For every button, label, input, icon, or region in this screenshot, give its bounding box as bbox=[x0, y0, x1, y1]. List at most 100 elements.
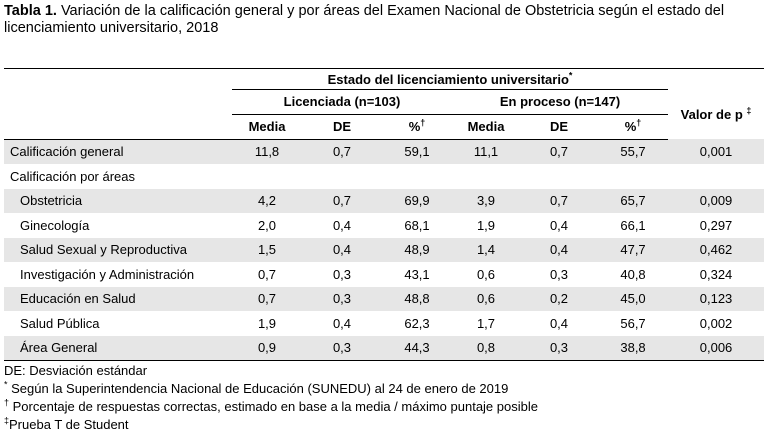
cell-media-1: 1,9 bbox=[257, 315, 277, 331]
cell-valor-p: 0,123 bbox=[668, 286, 765, 311]
cell-pct-1: 62,3 bbox=[404, 315, 430, 331]
section-label: Calificación por áreas bbox=[10, 168, 136, 184]
group-title: Estado del licenciamiento universitario bbox=[327, 71, 569, 87]
cell-pct-2: 40,8 bbox=[620, 266, 646, 282]
cell-media-2: 3,9 bbox=[452, 188, 520, 213]
col-licenciada: Licenciada (n=103) bbox=[232, 89, 452, 115]
table-row: Obstetricia 4,2 0,7 69,9 3,9 0,7 65,7 0,… bbox=[4, 188, 765, 213]
cell-media-2: 11,1 bbox=[452, 139, 520, 164]
cell-de-2: 0,4 bbox=[520, 237, 598, 262]
cell-pct-1: 48,9 bbox=[382, 237, 452, 262]
cell-pct-2: 65,7 bbox=[598, 188, 669, 213]
cell-media-1: 0,7 bbox=[257, 266, 277, 282]
table-row: Salud Pública 1,9 0,4 62,3 1,7 0,4 56,7 … bbox=[4, 311, 764, 336]
cell-pct-1: 48,8 bbox=[382, 286, 452, 311]
row-label: Ginecología bbox=[20, 217, 90, 233]
table-notes: DE: Desviación estándar * Según la Super… bbox=[4, 362, 764, 434]
cell-de-1: 0,4 bbox=[332, 315, 352, 331]
note-porcentaje: † Porcentaje de respuestas correctas, es… bbox=[4, 397, 538, 414]
col-pct-2: %† bbox=[598, 114, 669, 140]
cell-media-2: 1,9 bbox=[476, 217, 496, 233]
cell-pct-2: 55,7 bbox=[598, 139, 669, 164]
cell-de-1: 0,7 bbox=[302, 188, 382, 213]
col-de-2: DE bbox=[520, 114, 598, 140]
table-row: Salud Sexual y Reproductiva 1,5 0,4 48,9… bbox=[4, 237, 765, 262]
cell-media-1: 4,2 bbox=[232, 188, 302, 213]
col-media-2: Media bbox=[452, 114, 520, 140]
col-pct-1: %† bbox=[382, 114, 452, 140]
cell-valor-p: 0,297 bbox=[699, 217, 733, 233]
caption-label: Tabla 1. bbox=[4, 3, 57, 19]
cell-media-2: 0,6 bbox=[476, 266, 496, 282]
cell-de-2: 0,4 bbox=[549, 315, 569, 331]
header-empty-right bbox=[668, 68, 765, 90]
cell-valor-p: 0,324 bbox=[699, 266, 733, 282]
col-proceso: En proceso (n=147) bbox=[452, 89, 669, 115]
cell-pct-2: 47,7 bbox=[598, 237, 669, 262]
cell-de-1: 0,7 bbox=[302, 139, 382, 164]
cell-valor-p: 0,462 bbox=[668, 237, 765, 262]
cell-pct-2: 56,7 bbox=[620, 315, 646, 331]
row-label: Salud Sexual y Reproductiva bbox=[4, 237, 232, 262]
row-label: Área General bbox=[4, 335, 232, 361]
cell-media-1: 2,0 bbox=[257, 217, 277, 233]
cell-pct-1: 44,3 bbox=[382, 335, 452, 361]
table-row: Ginecología 2,0 0,4 68,1 1,9 0,4 66,1 0,… bbox=[4, 213, 764, 238]
table-row: Educación en Salud 0,7 0,3 48,8 0,6 0,2 … bbox=[4, 286, 765, 311]
row-label: Investigación y Administración bbox=[20, 266, 195, 282]
table-row: Calificación general 11,8 0,7 59,1 11,1 … bbox=[4, 139, 765, 164]
cell-valor-p: 0,002 bbox=[699, 315, 733, 331]
cell-media-2: 1,7 bbox=[476, 315, 496, 331]
col-media-1: Media bbox=[232, 114, 302, 140]
cell-de-2: 0,2 bbox=[520, 286, 598, 311]
col-valor-p: Valor de p ‡ bbox=[668, 90, 764, 140]
cell-de-1: 0,3 bbox=[332, 266, 352, 282]
cell-valor-p: 0,001 bbox=[668, 139, 765, 164]
cell-pct-1: 69,9 bbox=[382, 188, 452, 213]
row-label: Calificación general bbox=[4, 139, 232, 164]
cell-de-1: 0,4 bbox=[332, 217, 352, 233]
valor-p-label: Valor de p bbox=[680, 106, 743, 122]
note-prueba-t: ‡Prueba T de Student bbox=[4, 415, 129, 432]
cell-media-2: 1,4 bbox=[452, 237, 520, 262]
cell-de-2: 0,7 bbox=[520, 139, 598, 164]
table-row: Investigación y Administración 0,7 0,3 4… bbox=[4, 262, 764, 287]
cell-de-2: 0,3 bbox=[520, 335, 598, 361]
cell-de-1: 0,3 bbox=[302, 286, 382, 311]
group-title-mark: * bbox=[568, 70, 573, 81]
cell-media-1: 11,8 bbox=[232, 139, 302, 164]
cell-pct-1: 59,1 bbox=[382, 139, 452, 164]
cell-media-1: 1,5 bbox=[232, 237, 302, 262]
cell-de-1: 0,3 bbox=[302, 335, 382, 361]
valor-p-mark: ‡ bbox=[746, 105, 752, 116]
header-empty bbox=[4, 68, 232, 90]
cell-de-1: 0,4 bbox=[302, 237, 382, 262]
cell-de-2: 0,4 bbox=[549, 217, 569, 233]
note-sunedu: * Según la Superintendencia Nacional de … bbox=[4, 379, 509, 396]
cell-media-1: 0,9 bbox=[232, 335, 302, 361]
cell-valor-p: 0,006 bbox=[668, 335, 765, 361]
cell-media-2: 0,6 bbox=[452, 286, 520, 311]
caption-text: Variación de la calificación general y p… bbox=[4, 3, 725, 36]
cell-de-2: 0,7 bbox=[520, 188, 598, 213]
row-label: Obstetricia bbox=[4, 188, 232, 213]
cell-media-2: 0,8 bbox=[452, 335, 520, 361]
row-label: Salud Pública bbox=[20, 315, 100, 331]
cell-de-2: 0,3 bbox=[549, 266, 569, 282]
cell-valor-p: 0,009 bbox=[668, 188, 765, 213]
results-table-container: Estado del licenciamiento universitario*… bbox=[4, 68, 765, 361]
results-table: Estado del licenciamiento universitario*… bbox=[4, 68, 765, 361]
cell-pct-2: 66,1 bbox=[620, 217, 646, 233]
cell-pct-1: 68,1 bbox=[404, 217, 430, 233]
group-header: Estado del licenciamiento universitario* bbox=[232, 68, 669, 90]
cell-pct-2: 45,0 bbox=[598, 286, 669, 311]
table-caption: Tabla 1. Variación de la calificación ge… bbox=[4, 3, 764, 37]
col-de-1: DE bbox=[302, 114, 382, 140]
cell-media-1: 0,7 bbox=[232, 286, 302, 311]
cell-pct-2: 38,8 bbox=[598, 335, 669, 361]
note-de: DE: Desviación estándar bbox=[4, 363, 148, 378]
cell-pct-1: 43,1 bbox=[404, 266, 430, 282]
row-label: Educación en Salud bbox=[4, 286, 232, 311]
table-row: Área General 0,9 0,3 44,3 0,8 0,3 38,8 0… bbox=[4, 335, 765, 361]
table-row: Calificación por áreas bbox=[4, 164, 764, 189]
